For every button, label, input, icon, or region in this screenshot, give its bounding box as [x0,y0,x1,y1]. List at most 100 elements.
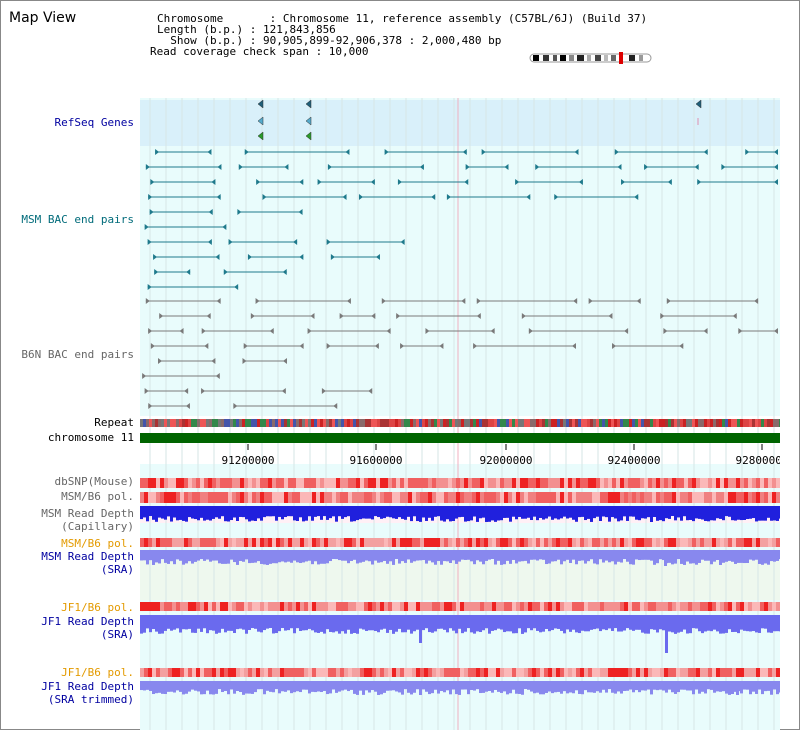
depth-bar [191,550,194,564]
depth-bar [434,550,437,565]
depth-bar [686,550,689,562]
depth-bar [155,615,158,632]
pol-cell [284,492,288,503]
pol-cell [336,492,340,503]
repeat-cell [590,419,593,427]
repeat-cell [152,419,155,427]
pol-cell [160,668,164,677]
pol-cell [732,538,736,547]
pol-cell [672,668,676,677]
pol-cell [464,478,468,488]
pol-cell [592,602,596,611]
depth-bar [281,615,284,629]
pol-cell [692,538,696,547]
bac-end-marker [201,328,206,334]
repeat-cell [632,419,635,427]
pol-cell [276,492,280,503]
pol-cell [204,478,208,488]
depth-bar [179,506,182,520]
pol-cell [304,478,308,488]
pol-cell [616,492,620,503]
pol-cell [532,668,536,677]
depth-bar [530,615,533,631]
depth-bar [614,550,617,565]
pol-cell [588,668,592,677]
pol-cell [552,492,556,503]
chromosome-ideogram[interactable] [529,52,653,64]
pol-cell [164,538,168,547]
pol-cell [444,602,448,611]
depth-bar [416,550,419,561]
bac-end-marker [634,194,639,200]
depth-bar [338,681,341,692]
depth-bar [302,615,305,631]
pol-cell [624,602,628,611]
bac-end-marker [663,328,668,334]
pol-cell [748,668,752,677]
pol-cell [744,478,748,488]
bac-end-marker [374,343,379,349]
pol-cell [428,538,432,547]
depth-bar [152,506,155,520]
depth-bar [581,550,584,561]
pol-cell [692,668,696,677]
bac-end-marker [153,254,158,260]
genome-track-panel[interactable]: 9120000091600000920000009240000092800000 [140,98,780,730]
label-jf1-b6-pol-2: JF1/B6 pol. [61,666,134,679]
pol-cell [240,602,244,611]
pol-cell [676,492,680,503]
depth-bar [548,506,551,517]
depth-bar [272,550,275,564]
depth-bar [434,506,437,517]
depth-bar [146,506,149,522]
depth-bar [689,506,692,520]
pol-cell [644,492,648,503]
pol-cell [216,492,220,503]
depth-bar [251,506,254,521]
pol-cell [464,492,468,503]
depth-bar [344,615,347,634]
pol-cell [492,492,496,503]
repeat-cell [680,419,683,427]
pol-cell [220,492,224,503]
depth-bar [605,681,608,693]
depth-bar [437,615,440,629]
bac-end-marker [342,194,347,200]
repeat-cell [701,419,704,427]
pol-cell [680,492,684,503]
pol-cell [484,478,488,488]
pol-cell [576,602,580,611]
pol-cell [592,538,596,547]
pol-cell [480,478,484,488]
depth-spike [419,615,422,643]
pol-cell [320,492,324,503]
depth-bar [161,681,164,694]
pol-cell [372,538,376,547]
depth-bar [482,550,485,565]
bac-end-marker [144,388,149,394]
depth-bar [500,615,503,630]
pol-cell [420,668,424,677]
repeat-cell [752,419,755,427]
pol-cell [172,668,176,677]
pol-cell [312,478,316,488]
pol-cell [164,478,168,488]
depth-bar [557,550,560,560]
ideogram-position-marker [619,52,623,64]
pol-cell [292,668,296,677]
depth-bar [161,506,164,519]
pol-cell [564,478,568,488]
pol-cell [672,478,676,488]
pol-cell [536,492,540,503]
pol-cell [248,478,252,488]
repeat-cell [455,419,458,427]
pol-cell [220,668,224,677]
repeat-cell [143,419,146,427]
depth-bar [623,681,626,692]
depth-bar [287,506,290,517]
label-chromosome: chromosome 11 [47,431,134,444]
pol-cell [728,602,732,611]
depth-bar [362,681,365,695]
bac-end-marker [612,343,617,349]
pol-cell [364,538,368,547]
